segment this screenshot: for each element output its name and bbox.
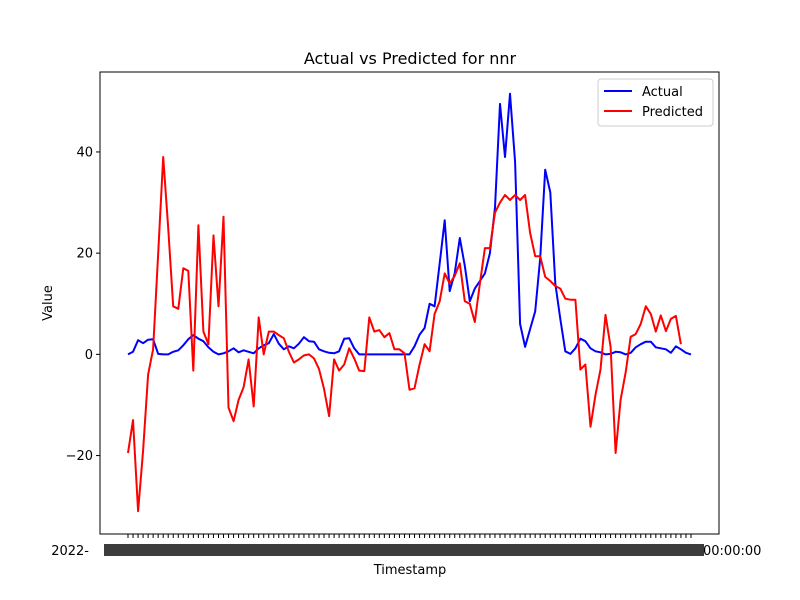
x-tick-label-last: 00:00:00 (703, 544, 761, 559)
y-tick-label: 20 (76, 247, 93, 262)
y-axis-title: Value (41, 285, 56, 321)
x-axis-title: Timestamp (373, 563, 447, 578)
series-line-actual (127, 92, 692, 356)
y-tick-label: −20 (66, 449, 93, 464)
y-tick-label: 40 (76, 145, 93, 160)
x-tick-labels-overlap (104, 544, 704, 556)
x-axis (104, 534, 704, 556)
legend: Actual Predicted (597, 78, 714, 127)
legend-label-predicted: Predicted (642, 105, 703, 120)
x-tick-label-first: 2022- (51, 544, 89, 559)
plot-frame (99, 71, 720, 535)
series-layer (127, 92, 692, 513)
y-tick-label: 0 (85, 348, 93, 363)
chart-title: Actual vs Predicted for nnr (304, 49, 517, 68)
legend-label-actual: Actual (642, 85, 683, 100)
y-axis: −20 0 20 40 (66, 145, 100, 464)
series-line-predicted (127, 156, 682, 513)
